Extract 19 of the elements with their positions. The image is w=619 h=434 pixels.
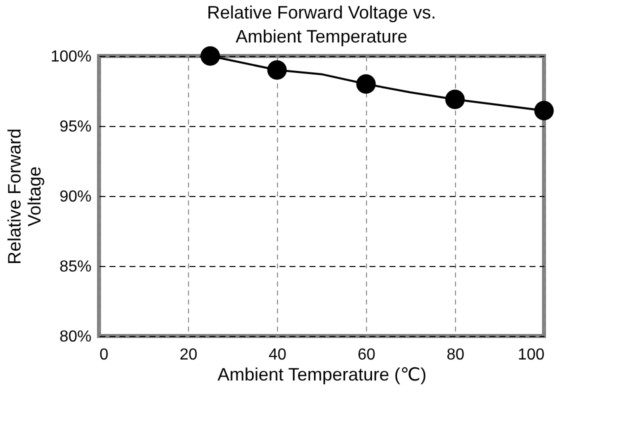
x-tick-label: 20 [180,346,198,364]
x-tick-label: 0 [100,346,108,364]
x-tick-label: 60 [358,346,376,364]
point [200,46,220,66]
y-tick-label: 80% [59,328,92,346]
x-tick-label: 100 [518,346,545,364]
point [356,74,376,94]
y-tick-label: 90% [59,188,92,206]
point [445,90,465,110]
x-axis-title: Ambient Temperature (℃) [218,364,426,384]
x-tick-label: 40 [268,346,286,364]
chart-title: Relative Forward Voltage vs. Ambient Temperature [206,2,436,46]
y-tick-label: 95% [59,118,92,136]
y-tick-label: 100% [50,48,92,66]
point [267,60,287,80]
x-tick-label: 80 [446,346,464,364]
point [534,100,554,120]
y-tick-label: 85% [59,258,92,276]
y-axis-title: Relative Forward Voltage [4,128,45,265]
